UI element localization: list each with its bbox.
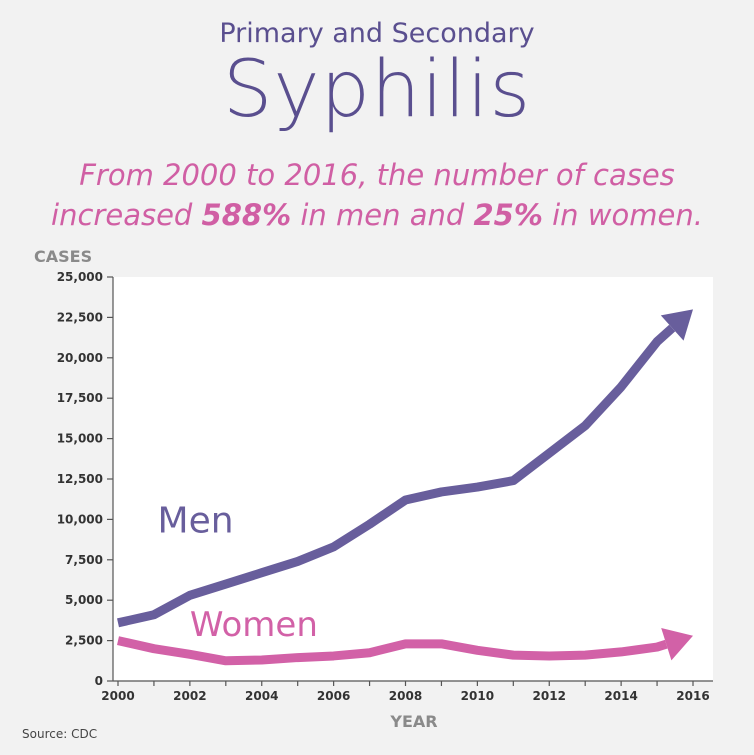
- y-tick-label: 25,000: [57, 270, 103, 284]
- x-tick-label: 2002: [173, 689, 206, 703]
- series-layer: Men Women: [117, 309, 693, 666]
- series-label-men: Men: [158, 500, 234, 541]
- source-note: Source: CDC: [22, 727, 98, 741]
- x-tick-label: 2006: [317, 689, 350, 703]
- y-tick-label: 17,500: [57, 391, 103, 405]
- arrowhead-women: [661, 627, 693, 661]
- arrowhead-men: [660, 309, 693, 341]
- x-tick-label: 2000: [101, 689, 134, 703]
- y-tick-label: 2,500: [65, 634, 103, 648]
- tagline-text-c: in women.: [542, 198, 703, 232]
- y-tick-label: 15,000: [57, 432, 103, 446]
- series-label-women: Women: [190, 605, 318, 645]
- plot-area: [113, 277, 713, 681]
- women-increase-pct: 25%: [473, 198, 543, 232]
- men-increase-pct: 588%: [201, 198, 292, 232]
- y-tick-label: 0: [95, 674, 103, 688]
- tagline-line1: From 2000 to 2016, the number of cases: [79, 158, 675, 192]
- y-tick-label: 22,500: [57, 310, 103, 324]
- x-tick-label: 2008: [389, 689, 422, 703]
- x-tick-label: 2010: [461, 689, 494, 703]
- chart-tagline: From 2000 to 2016, the number of cases i…: [0, 155, 754, 235]
- series-line-women: [117, 636, 668, 666]
- y-tick-label: 12,500: [57, 472, 103, 486]
- tagline-text-a: increased: [51, 198, 202, 232]
- chart-subtitle: Primary and Secondary: [219, 18, 535, 49]
- tagline-text-b: in men and: [291, 198, 474, 232]
- x-axis-label: YEAR: [389, 712, 437, 731]
- series-line-men: [117, 324, 676, 628]
- x-tick-label: 2014: [604, 689, 637, 703]
- axes: 0 2,500 5,000 7,500 10,000 12,500 15,000 17,500…: [57, 270, 713, 703]
- x-tick-label: 2012: [533, 689, 566, 703]
- y-tick-label: 5,000: [65, 593, 103, 607]
- x-tick-label: 2004: [245, 689, 278, 703]
- x-tick-label: 2016: [676, 689, 709, 703]
- chart-title: Syphilis: [222, 45, 532, 135]
- y-tick-label: 20,000: [57, 351, 103, 365]
- y-axis-label: CASES: [34, 247, 92, 266]
- y-tick-label: 7,500: [65, 553, 103, 567]
- y-tick-label: 10,000: [57, 512, 103, 526]
